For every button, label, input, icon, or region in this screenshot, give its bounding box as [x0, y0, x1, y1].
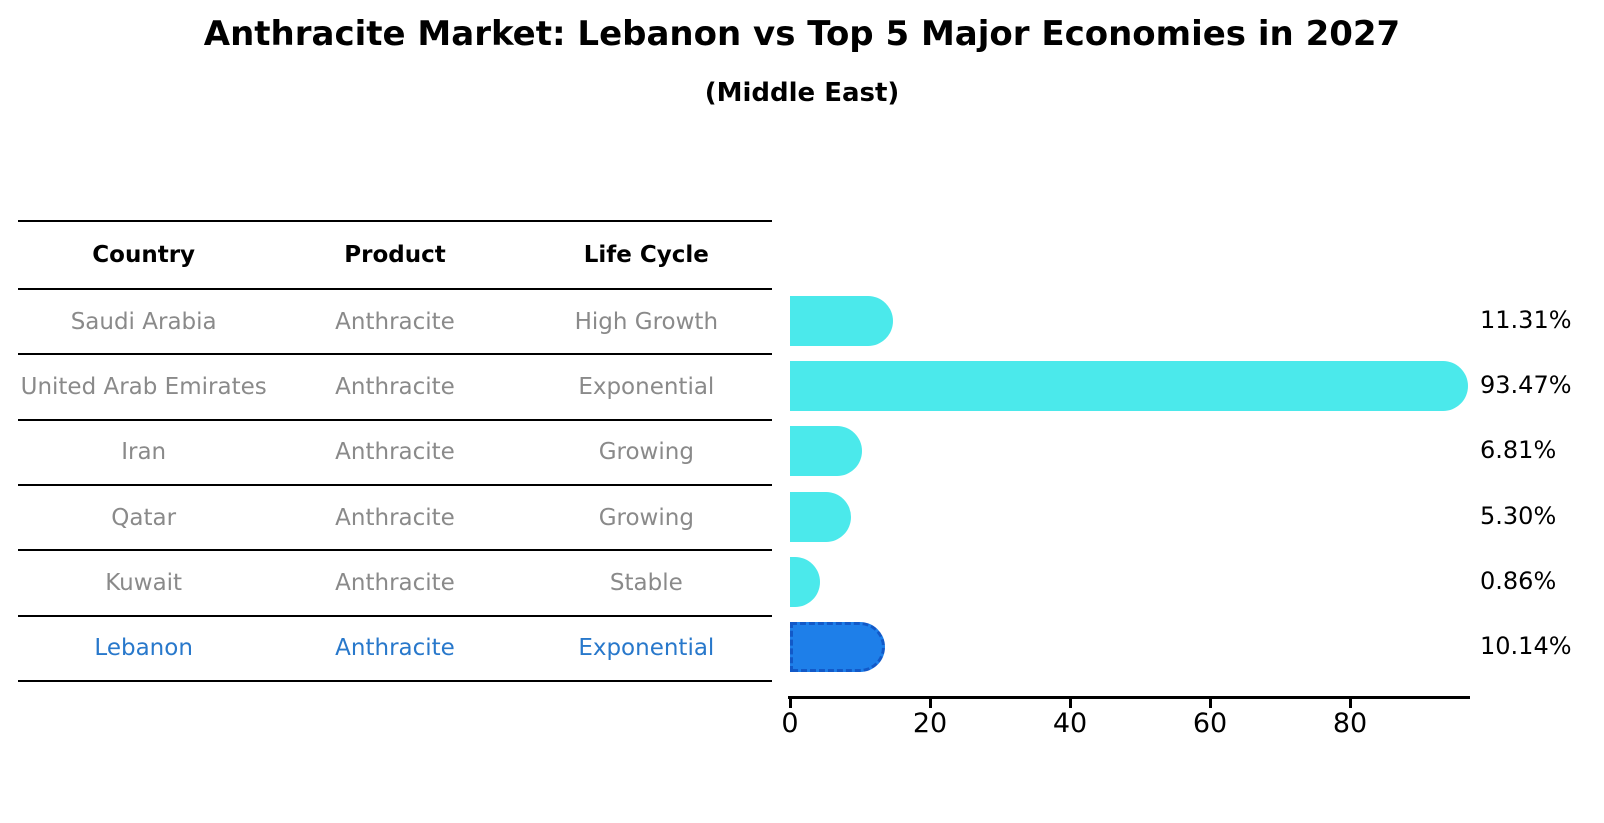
x-axis-tick-label: 60	[1192, 708, 1228, 739]
table-body: Saudi Arabia Anthracite High Growth United …	[18, 290, 772, 682]
bar	[790, 360, 1469, 411]
x-axis-tick-label: 80	[1332, 708, 1368, 739]
x-axis-tick	[928, 699, 932, 708]
table-cell-country: Iran	[121, 439, 167, 466]
table-cell-life-cycle: Growing	[598, 504, 694, 531]
x-axis-tick-label: 20	[912, 708, 948, 739]
table-cell-life-cycle: High Growth	[574, 308, 719, 335]
table-cell-country: Qatar	[111, 504, 177, 531]
bar-value-label: 10.14%	[1480, 632, 1572, 661]
table-cell-life-cycle: Exponential	[578, 635, 715, 662]
x-axis-line	[788, 696, 1470, 699]
bar-value-label: 6.81%	[1480, 436, 1557, 465]
table-cell-life-cycle: Stable	[609, 569, 683, 596]
table-header-row: Country Product Life Cycle	[18, 222, 772, 290]
table-cell-country: Saudi Arabia	[70, 308, 217, 335]
table-cell-life-cycle: Growing	[598, 439, 694, 466]
bar-value-label: 93.47%	[1480, 370, 1572, 399]
chart-title: Anthracite Market: Lebanon vs Top 5 Majo…	[203, 14, 1401, 54]
bar-value-label: 5.30%	[1480, 501, 1557, 530]
x-axis-tick-label: 0	[781, 708, 799, 739]
table-row: Iran Anthracite Growing	[18, 421, 772, 486]
bar	[790, 491, 852, 542]
comparison-table: Country Product Life Cycle Saudi Arabia A…	[18, 220, 772, 682]
bar-value-label: 11.31%	[1480, 305, 1572, 334]
table-cell-product: Anthracite	[335, 308, 455, 335]
table-cell-country: Kuwait	[105, 569, 183, 596]
table-cell-country: Lebanon	[94, 635, 193, 662]
table-cell-product: Anthracite	[335, 373, 455, 400]
table-header-country: Country	[92, 242, 196, 268]
x-axis-tick	[1348, 699, 1352, 708]
table-cell-country: United Arab Emirates	[20, 373, 267, 400]
table-row: Kuwait Anthracite Stable	[18, 551, 772, 617]
bar	[790, 556, 821, 607]
bar	[790, 295, 894, 346]
table-header-life-cycle: Life Cycle	[583, 242, 709, 268]
table-cell-product: Anthracite	[335, 439, 455, 466]
table-row: United Arab Emirates Anthracite Exponentia…	[18, 355, 772, 421]
table-row: Saudi Arabia Anthracite High Growth	[18, 290, 772, 356]
bar-highlighted	[790, 622, 885, 673]
table-header-product: Product	[344, 242, 446, 268]
table-cell-life-cycle: Exponential	[578, 373, 715, 400]
x-axis-tick	[1068, 699, 1072, 708]
table-cell-product: Anthracite	[335, 635, 455, 662]
x-axis-tick	[788, 699, 792, 708]
table-row: Qatar Anthracite Growing	[18, 486, 772, 552]
bar	[790, 426, 862, 477]
bar-value-label: 0.86%	[1480, 566, 1557, 595]
table-row: Lebanon Anthracite Exponential	[18, 617, 772, 682]
chart-subtitle: (Middle East)	[704, 78, 900, 108]
x-axis-tick	[1208, 699, 1212, 708]
x-axis-tick-label: 40	[1052, 708, 1088, 739]
table-cell-product: Anthracite	[335, 504, 455, 531]
table-cell-product: Anthracite	[335, 569, 455, 596]
